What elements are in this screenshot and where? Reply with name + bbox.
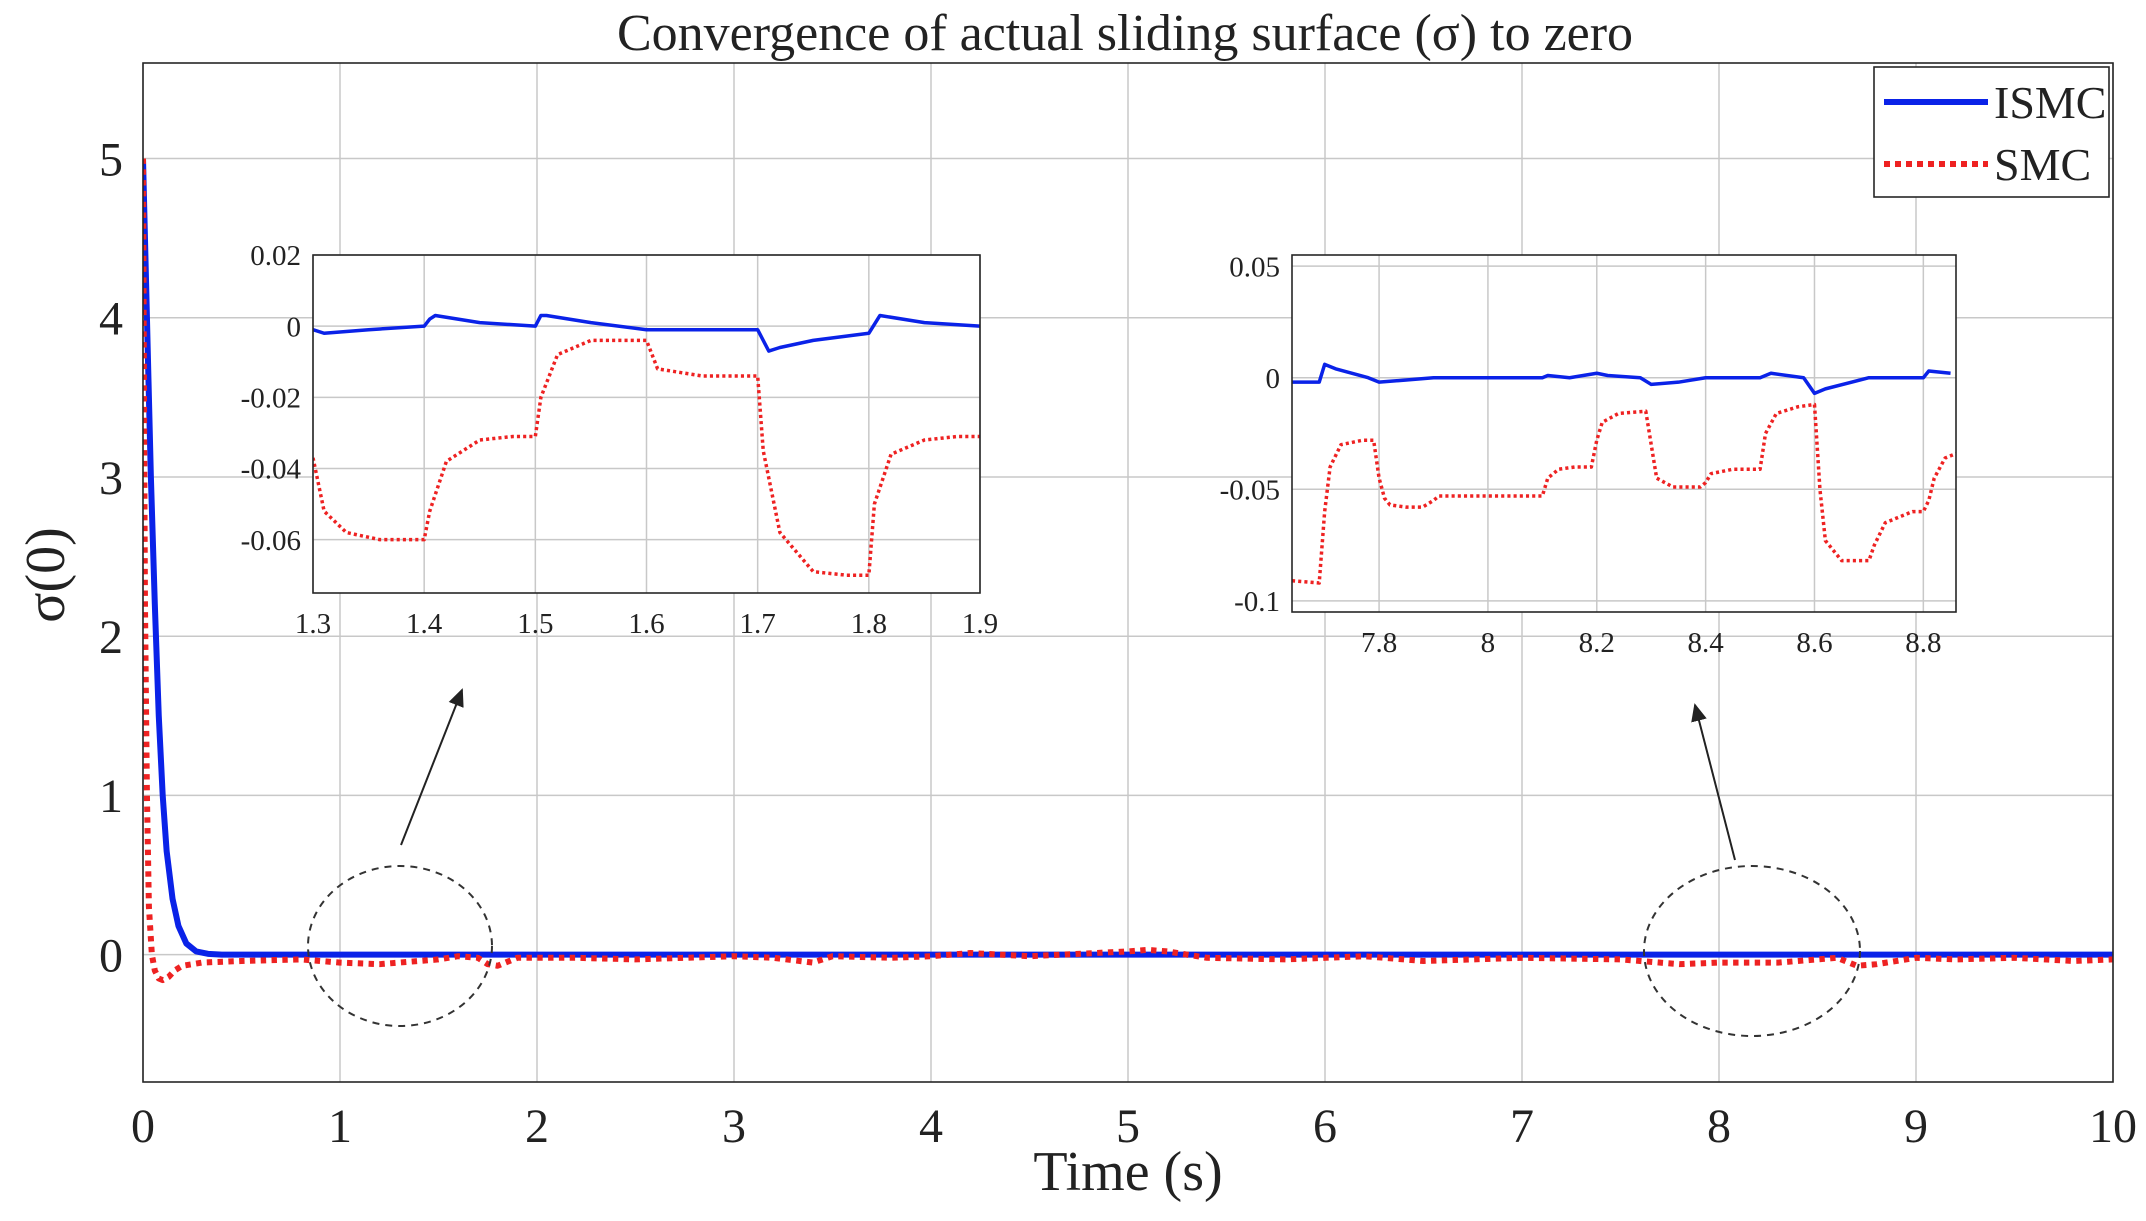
inset-left-xtick-label-6: 1.9	[962, 608, 998, 640]
inset-left-xtick-label-1: 1.4	[406, 608, 443, 640]
inset-left-xtick-label-3: 1.6	[628, 608, 664, 640]
main-ytick-label-3: 3	[99, 452, 123, 505]
inset-right-xtick-label-2: 8.2	[1579, 627, 1615, 659]
zoom-region-right-ellipse	[1643, 865, 1861, 1037]
chart-title: Convergence of actual sliding surface (σ…	[617, 5, 1633, 62]
inset-left-ytick-label-4: -0.06	[241, 525, 301, 557]
main-series-ismc-line	[143, 158, 2113, 958]
inset-right-xtick-label-0: 7.8	[1361, 627, 1397, 659]
main-xtick-label-9: 9	[1904, 1100, 1928, 1153]
inset-left-axes-box	[312, 254, 981, 594]
main-xtick-label-8: 8	[1707, 1100, 1731, 1153]
inset-right-ytick-label-0: 0.05	[1229, 251, 1280, 283]
main-xtick-label-1: 1	[328, 1100, 352, 1153]
zoom-arrow-right	[1691, 703, 1736, 861]
inset-right-series-smc-line	[1292, 402, 1956, 585]
zoom-annotations	[307, 688, 1861, 1037]
inset-left-xtick-label-0: 1.3	[295, 608, 331, 640]
inset-left-ytick-label-0: 0.02	[250, 240, 301, 272]
inset-right-ytick-label-3: -0.1	[1234, 586, 1280, 618]
main-xtick-label-0: 0	[131, 1100, 155, 1153]
main-xtick-label-6: 6	[1313, 1100, 1337, 1153]
inset-right-plot-area	[1292, 255, 1956, 612]
main-ytick-label-1: 1	[99, 770, 123, 823]
inset-right-xtick-label-5: 8.8	[1905, 627, 1941, 659]
inset-left-xtick-label-2: 1.5	[517, 608, 553, 640]
inset-right-axes-box	[1291, 254, 1957, 613]
main-ytick-label-5: 5	[99, 133, 123, 186]
y-axis-label: σ(0)	[15, 527, 77, 622]
inset-right-xtick-label-4: 8.6	[1796, 627, 1832, 659]
main-xtick-label-5: 5	[1116, 1100, 1140, 1153]
inset-left-series-smc-line	[313, 338, 980, 577]
legend-box	[1873, 66, 2110, 198]
inset-left-xtick-label-4: 1.7	[740, 608, 776, 640]
x-axis-label: Time (s)	[1033, 1141, 1222, 1203]
inset-left-series-ismc-line	[313, 313, 980, 353]
chart-inset-right: 7.8 8 8.2 8.4 8.6 8.8 0.05 0 -0.05 -0.1	[1220, 251, 1957, 659]
main-series-smc-line	[143, 158, 2113, 984]
legend-ismc-label: ISMC	[1994, 77, 2106, 128]
zoom-region-left-ellipse	[307, 865, 493, 1027]
main-axes-box	[142, 62, 2114, 1083]
legend: ISMC SMC	[1873, 66, 2110, 198]
main-xtick-label-2: 2	[525, 1100, 549, 1153]
main-xtick-label-10: 10	[2089, 1100, 2137, 1153]
inset-left-ytick-label-2: -0.02	[241, 382, 301, 414]
main-xtick-label-4: 4	[919, 1100, 943, 1153]
inset-left-xtick-label-5: 1.8	[851, 608, 887, 640]
chart-inset-left: 1.3 1.4 1.5 1.6 1.7 1.8 1.9 0.02 0 -0.02 -0.04 -0.0…	[241, 240, 999, 640]
zoom-arrow-left	[400, 688, 464, 846]
inset-right-xtick-label-3: 8.4	[1688, 627, 1725, 659]
inset-left-ytick-label-3: -0.04	[241, 454, 302, 486]
inset-left-ytick-label-1: 0	[287, 311, 302, 343]
main-ytick-label-2: 2	[99, 611, 123, 664]
main-xtick-label-3: 3	[722, 1100, 746, 1153]
main-ytick-label-4: 4	[99, 293, 123, 346]
legend-smc-label: SMC	[1994, 139, 2091, 190]
inset-right-ytick-label-2: -0.05	[1220, 474, 1280, 506]
main-xtick-label-7: 7	[1510, 1100, 1534, 1153]
inset-right-ytick-label-1: 0	[1266, 363, 1281, 395]
main-ytick-label-0: 0	[99, 929, 123, 982]
inset-right-xtick-label-1: 8	[1481, 627, 1496, 659]
inset-right-series-ismc-line	[1292, 362, 1951, 396]
